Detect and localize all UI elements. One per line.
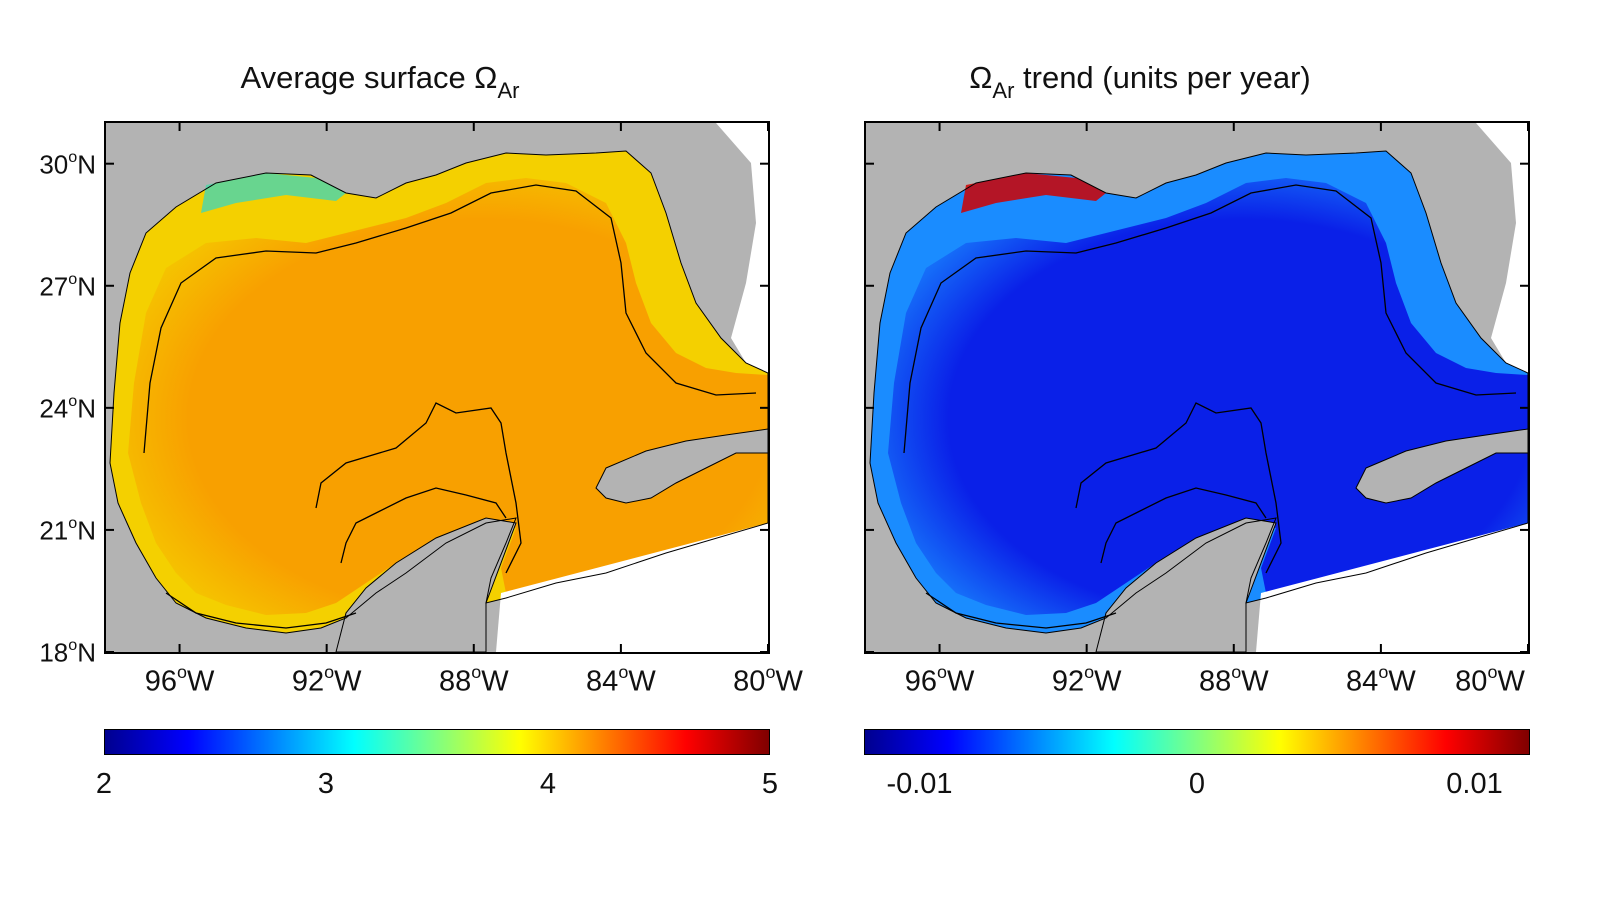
coastline bbox=[869, 150, 1528, 634]
longitude-tick-label: 80oW bbox=[733, 662, 803, 698]
colorbar-tick-label: 5 bbox=[761, 768, 779, 800]
latitude-tick-label: 24oN bbox=[39, 391, 96, 424]
longitude-tick-label: 96oW bbox=[904, 662, 975, 698]
panel-average-omega: Average surface ΩAr 96oW 92oW 88oW 84oW 80oW… bbox=[0, 0, 803, 901]
depth-contour bbox=[1075, 402, 1282, 574]
no-data-area bbox=[1476, 123, 1528, 373]
coastal-water bbox=[201, 173, 346, 213]
colorbar bbox=[864, 729, 1530, 755]
no-data-area bbox=[496, 523, 768, 652]
open-gulf-water bbox=[888, 178, 1528, 615]
colorbar-tick-label: 0.01 bbox=[1446, 768, 1503, 800]
no-data-area bbox=[1256, 523, 1528, 652]
longitude-labels: 96oW 92oW 88oW 84oW 80oW bbox=[760, 662, 1525, 702]
latitude-tick-label: 21oN bbox=[39, 513, 96, 546]
longitude-labels: 96oW 92oW 88oW 84oW 80oW bbox=[0, 662, 803, 702]
depth-contour bbox=[1100, 487, 1267, 564]
cuba-land bbox=[595, 428, 768, 504]
map-svg bbox=[866, 123, 1528, 652]
longitude-tick-label: 84oW bbox=[586, 662, 656, 698]
longitude-tick-label: 84oW bbox=[1346, 662, 1416, 698]
depth-contour bbox=[925, 592, 1117, 629]
colorbar bbox=[104, 729, 770, 755]
longitude-tick-label: 88oW bbox=[1198, 662, 1269, 698]
cuba-land bbox=[1355, 428, 1528, 504]
panel-title: Average surface ΩAr bbox=[240, 60, 520, 103]
colorbar-tick-label: -0.01 bbox=[886, 768, 953, 800]
latitude-tick-label: 18oN bbox=[39, 636, 96, 668]
open-gulf-water bbox=[128, 178, 768, 615]
depth-contour bbox=[903, 184, 1517, 454]
longitude-tick-label: 96oW bbox=[144, 662, 215, 698]
latitude-tick-label: 30oN bbox=[39, 147, 96, 179]
longitude-tick-label: 92oW bbox=[1051, 662, 1122, 698]
longitude-tick-label: 88oW bbox=[438, 662, 509, 698]
colorbar-ticks: -0.01 0 0.01 bbox=[864, 768, 1530, 808]
colorbar-tick-label: 3 bbox=[317, 768, 335, 800]
panel-title: ΩAr trend (units per year) bbox=[969, 60, 1311, 103]
colorbar-ticks: 2 3 4 5 bbox=[96, 768, 778, 808]
depth-contour bbox=[143, 184, 757, 454]
longitude-tick-label: 80oW bbox=[1455, 662, 1525, 698]
no-data-area bbox=[716, 123, 768, 373]
map-gulf-of-mexico bbox=[104, 121, 770, 654]
colorbar-tick-label: 2 bbox=[95, 768, 113, 800]
depth-contour bbox=[165, 592, 357, 629]
map-gulf-of-mexico bbox=[864, 121, 1530, 654]
panel-omega-trend: ΩAr trend (units per year) 96oW 92oW 88oW 8… bbox=[760, 0, 1530, 901]
depth-contour bbox=[340, 487, 507, 564]
latitude-tick-label: 27oN bbox=[39, 269, 96, 302]
latitude-labels: 30oN 27oN 24oN 21oN 18oN bbox=[0, 0, 96, 901]
colorbar-tick-label: 0 bbox=[1188, 768, 1206, 800]
colorbar-tick-label: 4 bbox=[539, 768, 557, 800]
coastal-water bbox=[961, 173, 1106, 213]
map-svg bbox=[106, 123, 768, 652]
depth-contour bbox=[315, 402, 522, 574]
longitude-tick-label: 92oW bbox=[291, 662, 362, 698]
coastline bbox=[109, 150, 768, 634]
